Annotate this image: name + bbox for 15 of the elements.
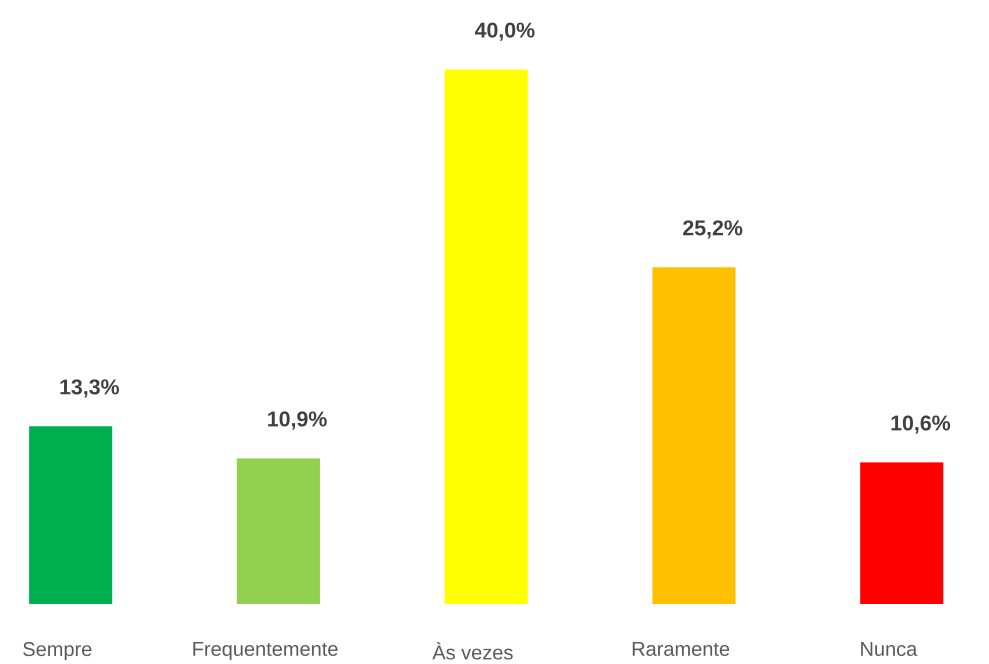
bar (29, 426, 112, 604)
bar (444, 69, 528, 604)
data-label: 13,3% (60, 379, 119, 398)
x-tick-label: Sempre (23, 642, 92, 660)
bar (236, 458, 320, 604)
data-label: 25,2% (683, 220, 742, 239)
data-label: 10,9% (268, 411, 327, 430)
x-tick-label: Raramente (632, 642, 730, 656)
x-tick-label: Frequentemente (193, 642, 338, 660)
data-label: 40,0% (474, 22, 535, 41)
bar (860, 462, 944, 604)
x-tick-label: Às vezes (432, 642, 513, 660)
x-tick-label: Nunca (861, 642, 918, 656)
data-label: 10,6% (892, 415, 950, 434)
bar (652, 267, 736, 604)
